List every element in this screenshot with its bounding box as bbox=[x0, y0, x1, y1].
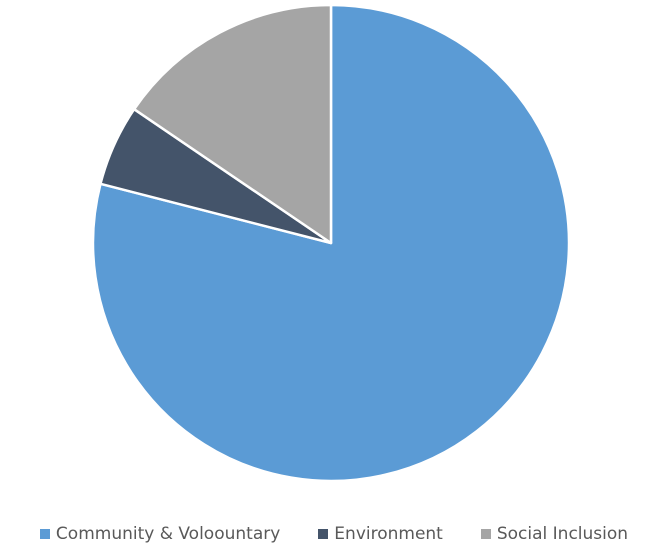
legend-swatch-environment bbox=[318, 529, 329, 539]
legend-label-environment: Environment bbox=[334, 524, 443, 544]
pie-slices bbox=[91, 3, 571, 483]
legend-item-environment: Environment bbox=[318, 524, 443, 544]
legend-label-community: Community & Voloountary bbox=[55, 524, 281, 544]
legend-swatch-community bbox=[39, 529, 50, 539]
legend-item-social-inclusion: Social Inclusion bbox=[480, 524, 629, 544]
legend-label-social-inclusion: Social Inclusion bbox=[496, 524, 629, 544]
legend-item-community: Community & Voloountary bbox=[39, 524, 281, 544]
legend-swatch-social-inclusion bbox=[480, 529, 491, 539]
legend: Community & Voloountary Environment Soci… bbox=[0, 522, 668, 546]
pie-slice-social-inclusion bbox=[132, 3, 333, 245]
